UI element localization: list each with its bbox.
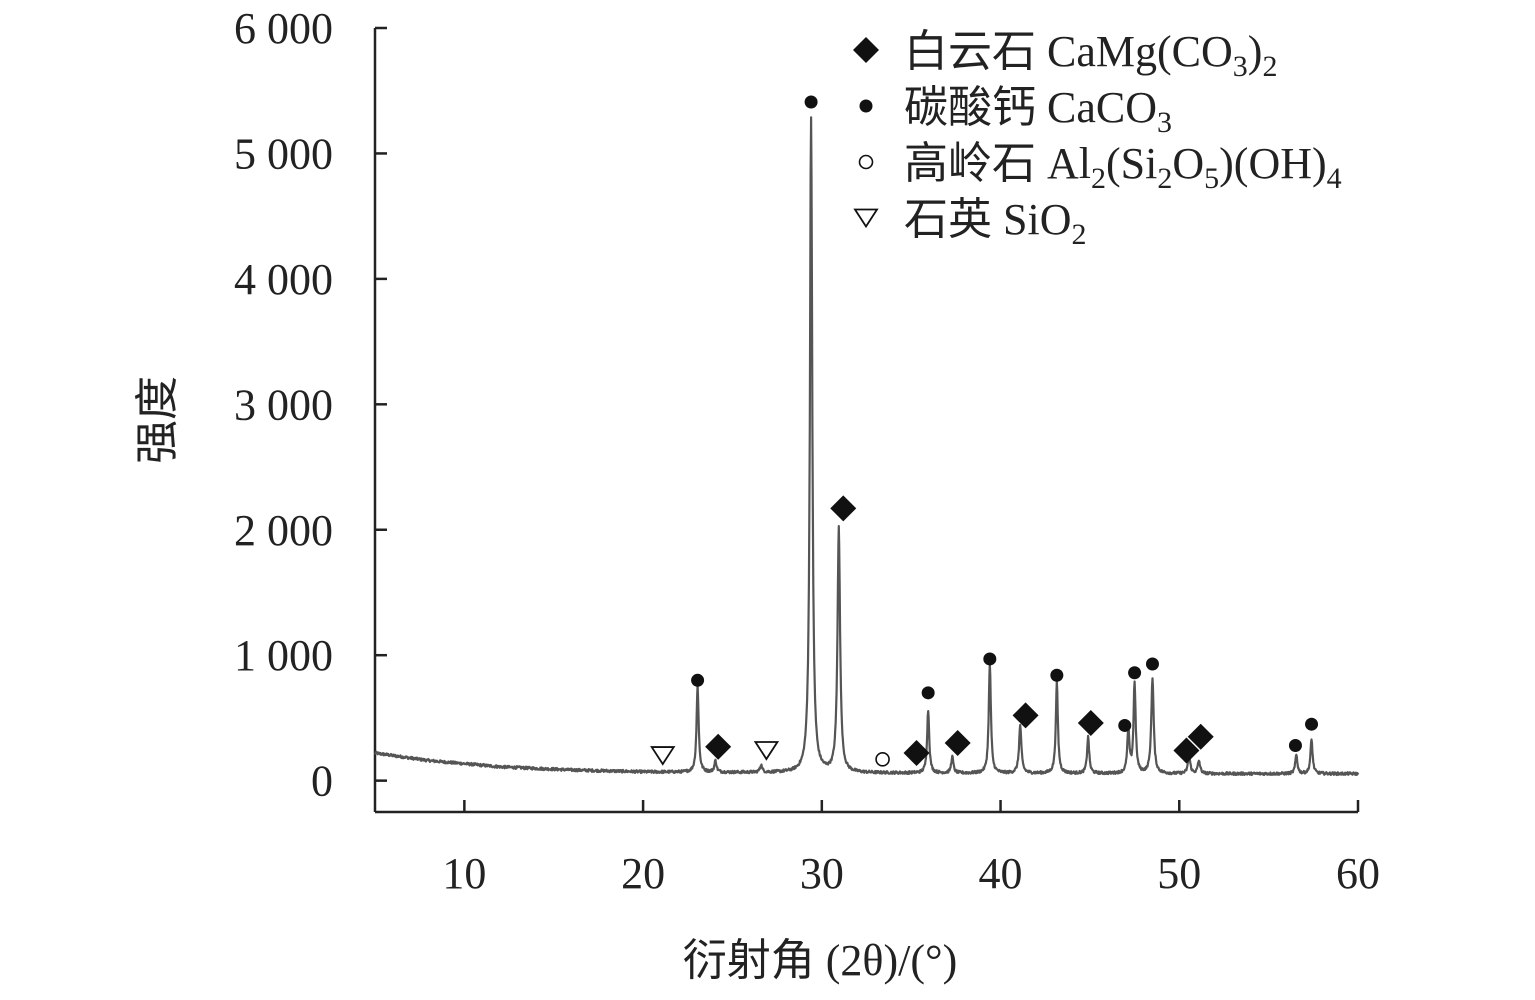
legend-mineral-name: 石英 <box>904 195 1003 244</box>
dolomite-marker <box>944 730 971 757</box>
legend-label: 高岭石 Al2(Si2O5)(OH)4 <box>904 139 1342 195</box>
formula-subscript: 3 <box>1233 50 1248 83</box>
formula-text: Al <box>1047 139 1091 188</box>
dolomite-marker <box>1173 737 1200 764</box>
formula-text: CaCO <box>1047 83 1157 132</box>
x-tick-label: 60 <box>1336 849 1380 898</box>
y-tick-label: 3 000 <box>234 380 333 429</box>
calcite-marker <box>1128 666 1142 680</box>
xrd-pattern <box>373 116 1360 777</box>
y-tick-label: 5 000 <box>234 129 333 178</box>
calcite-marker <box>983 652 997 666</box>
legend-symbol-diamond <box>853 37 879 63</box>
formula-subscript: 2 <box>1157 162 1172 195</box>
formula-subscript: 5 <box>1204 162 1219 195</box>
formula-subscript: 3 <box>1157 106 1172 139</box>
x-tick-label: 20 <box>621 849 665 898</box>
legend-mineral-name: 高岭石 <box>904 139 1047 188</box>
legend-symbol-dot <box>859 99 873 113</box>
calcite-marker <box>691 673 705 687</box>
formula-text: O <box>1172 139 1204 188</box>
y-tick-label: 1 000 <box>234 631 333 680</box>
formula-text: (Si <box>1106 139 1157 188</box>
calcite-marker <box>1305 717 1319 731</box>
formula-subscript: 2 <box>1071 218 1086 251</box>
y-axis-title: 强度 <box>133 376 182 464</box>
calcite-marker <box>1288 739 1302 753</box>
peak-markers <box>650 95 1319 767</box>
formula-text: SiO <box>1003 195 1071 244</box>
legend-label: 石英 SiO2 <box>904 195 1086 251</box>
dolomite-marker <box>705 733 732 760</box>
dolomite-marker <box>1012 702 1039 729</box>
legend-mineral-name: 碳酸钙 <box>904 83 1047 132</box>
x-tick-label: 30 <box>800 849 844 898</box>
calcite-marker <box>1118 718 1132 732</box>
legend-label: 白云石 CaMg(CO3)2 <box>904 27 1277 83</box>
calcite-marker <box>921 686 935 700</box>
x-axis-title: 衍射角 (2θ)/(°) <box>683 936 958 985</box>
legend-label: 碳酸钙 CaCO3 <box>904 83 1172 139</box>
legend-mineral-name: 白云石 <box>904 27 1047 76</box>
dolomite-marker <box>903 740 930 767</box>
formula-subscript: 4 <box>1327 162 1342 195</box>
formula-text: CaMg(CO <box>1047 27 1233 76</box>
xrd-trace-line <box>373 116 1360 777</box>
calcite-marker <box>804 95 818 109</box>
y-tick-label: 4 000 <box>234 255 333 304</box>
y-tick-label: 0 <box>311 757 333 806</box>
legend-symbol-circle <box>858 154 874 170</box>
kaolinite-marker <box>875 752 890 767</box>
calcite-marker <box>1050 668 1064 682</box>
y-tick-label: 2 000 <box>234 506 333 555</box>
formula-text: ) <box>1248 27 1263 76</box>
y-tick-label: 6 000 <box>234 4 333 53</box>
dolomite-marker <box>1077 709 1104 736</box>
x-tick-label: 10 <box>442 849 486 898</box>
formula-subscript: 2 <box>1091 162 1106 195</box>
x-tick-label: 40 <box>979 849 1023 898</box>
dolomite-marker <box>830 495 857 522</box>
formula-text: )(OH) <box>1219 139 1327 188</box>
dolomite-marker <box>1187 723 1214 750</box>
quartz-marker <box>650 746 676 766</box>
calcite-marker <box>1145 657 1159 671</box>
axes: 0 1 000 2 000 3 000 4 000 5 000 6 000 10 20 30 40 5… <box>234 4 1380 898</box>
formula-subscript: 2 <box>1262 50 1277 83</box>
x-tick-label: 50 <box>1157 849 1201 898</box>
legend-symbol-triangle <box>853 208 879 229</box>
quartz-marker <box>753 741 780 761</box>
